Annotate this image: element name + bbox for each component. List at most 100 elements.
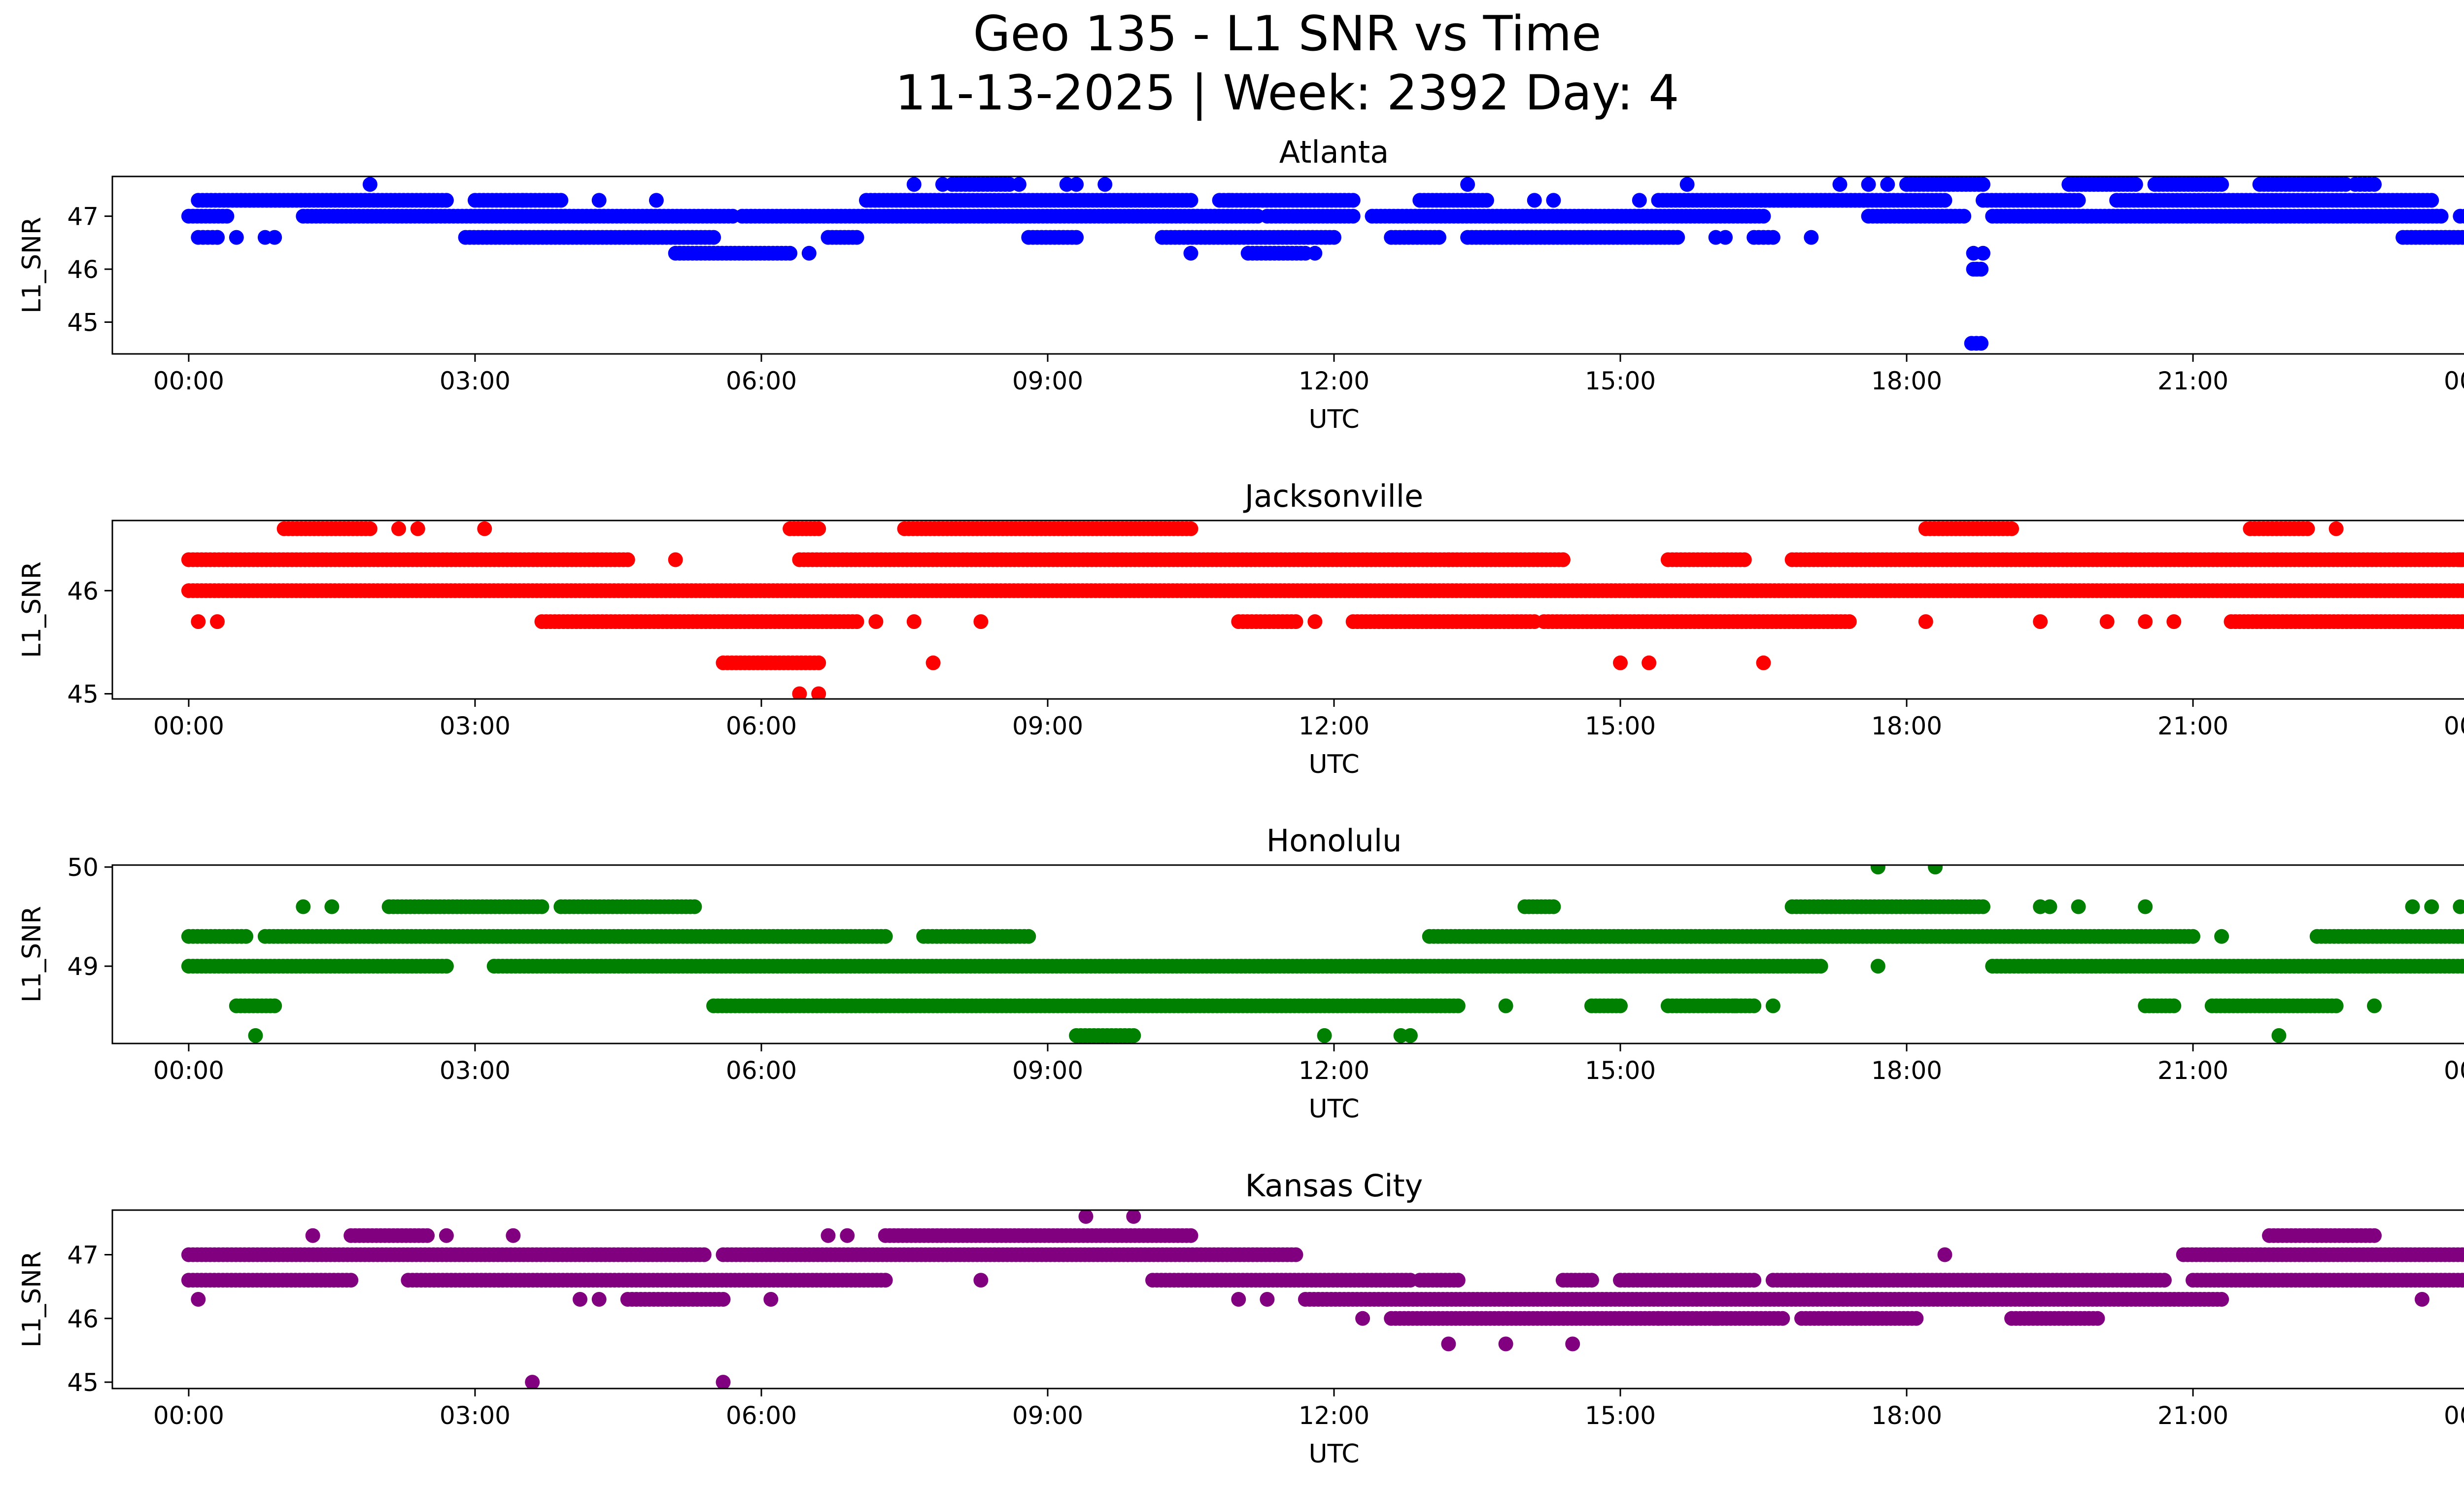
x-tick-label: 12:00	[1299, 712, 1369, 740]
data-points	[181, 177, 2464, 351]
data-point	[811, 686, 826, 699]
y-tick-label: 49	[67, 952, 99, 981]
data-point	[1317, 1028, 1332, 1043]
x-tick-label: 12:00	[1299, 1056, 1369, 1085]
data-point	[2462, 211, 2464, 221]
data-point	[1432, 230, 1446, 245]
data-point	[668, 552, 683, 567]
data-point	[1307, 614, 1323, 629]
data-point	[1021, 929, 1036, 944]
data-point	[534, 899, 549, 914]
data-point	[1870, 959, 1885, 974]
data-point	[2214, 177, 2229, 192]
data-point	[1804, 230, 1819, 245]
data-point	[1345, 209, 1361, 224]
data-point	[2459, 959, 2464, 973]
data-point	[1918, 614, 1933, 629]
data-point	[1011, 177, 1027, 192]
data-point	[591, 193, 607, 208]
data-point	[1288, 1247, 1303, 1262]
data-point	[2424, 899, 2439, 914]
y-tick-label: 45	[67, 309, 99, 337]
data-point	[1756, 209, 1771, 224]
x-tick-label: 09:00	[1012, 712, 1083, 740]
data-point	[2300, 177, 2315, 192]
data-point	[801, 245, 817, 261]
data-point	[2458, 209, 2464, 224]
data-point	[239, 929, 254, 944]
data-point	[2459, 584, 2464, 598]
data-point	[1307, 245, 1323, 261]
x-tick-label: 06:00	[726, 1056, 797, 1085]
data-point	[2453, 552, 2464, 567]
data-point	[410, 521, 425, 536]
x-tick-label: 03:00	[440, 367, 511, 395]
data-point	[1460, 177, 1475, 192]
data-point	[2138, 899, 2153, 914]
data-point	[849, 614, 864, 629]
data-point	[1976, 177, 1990, 192]
data-points	[181, 865, 2464, 1043]
data-point	[2033, 614, 2048, 629]
data-point	[2424, 193, 2439, 208]
y-tick-label: 50	[67, 853, 99, 882]
data-point	[1183, 521, 1198, 536]
data-point	[2166, 614, 2182, 629]
y-tick-label: 46	[67, 577, 99, 605]
data-point	[477, 521, 492, 536]
data-point	[906, 614, 922, 629]
data-point	[2071, 899, 2086, 914]
data-point	[1746, 998, 1762, 1013]
data-point	[868, 614, 884, 629]
x-axis-label: UTC	[1308, 750, 1359, 779]
data-point	[248, 1028, 263, 1043]
x-tick-label: 00:00	[153, 1056, 224, 1085]
data-point	[1069, 230, 1084, 245]
data-point	[1727, 998, 1743, 1013]
x-tick-label: 21:00	[2157, 712, 2228, 740]
data-point	[2042, 899, 2057, 914]
data-point	[2128, 177, 2143, 192]
data-point	[1765, 998, 1780, 1013]
data-point	[267, 230, 282, 245]
data-point	[2156, 1273, 2172, 1288]
data-point	[1670, 230, 1685, 245]
data-point	[1555, 552, 1571, 567]
data-point	[1183, 245, 1198, 261]
data-point	[1613, 655, 1628, 670]
data-point	[1632, 193, 1647, 208]
data-point	[210, 614, 225, 629]
x-tick-label: 18:00	[1871, 712, 1942, 740]
data-point	[687, 899, 702, 914]
data-point	[2328, 998, 2344, 1013]
data-point	[1718, 230, 1733, 245]
data-point	[362, 521, 377, 536]
data-point	[1746, 1273, 1762, 1288]
data-point	[1813, 959, 1828, 974]
data-point	[2138, 614, 2153, 629]
data-point	[1937, 193, 1952, 208]
data-point	[2328, 521, 2344, 536]
data-point	[2214, 929, 2229, 944]
x-tick-label: 15:00	[1585, 1056, 1656, 1085]
data-point	[2459, 929, 2464, 943]
subplot-title: Honolulu	[1266, 823, 1402, 859]
data-point	[1498, 998, 1513, 1013]
data-point	[973, 614, 989, 629]
x-tick-label: 00:00	[153, 367, 224, 395]
x-tick-label: 00:00	[2444, 367, 2464, 395]
data-points	[181, 1210, 2464, 1389]
x-axis-label: UTC	[1308, 1094, 1359, 1124]
y-tick-label: 45	[67, 680, 99, 709]
subplot-title: Jacksonville	[1243, 478, 1423, 514]
data-point	[1403, 1028, 1418, 1043]
data-point	[1976, 245, 1990, 261]
x-tick-label: 00:00	[153, 712, 224, 740]
data-point	[267, 998, 282, 1013]
x-tick-label: 18:00	[1871, 367, 1942, 395]
data-point	[2099, 614, 2115, 629]
data-point	[2453, 899, 2464, 914]
